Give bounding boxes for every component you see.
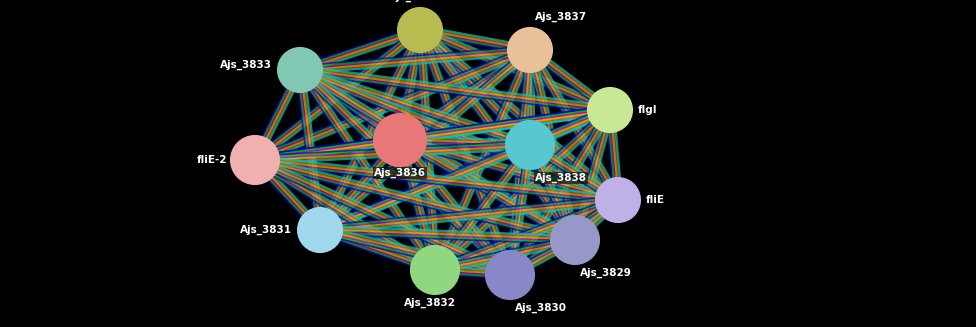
Text: fliE-2: fliE-2	[196, 155, 227, 165]
Text: Ajs_3837: Ajs_3837	[535, 12, 588, 22]
Circle shape	[588, 88, 632, 132]
Circle shape	[411, 246, 459, 294]
Text: Ajs_3836: Ajs_3836	[374, 168, 426, 178]
Circle shape	[508, 28, 552, 72]
Text: Ajs_3838: Ajs_3838	[535, 173, 587, 183]
Circle shape	[551, 216, 599, 264]
Circle shape	[398, 8, 442, 52]
Text: Ajs_3829: Ajs_3829	[580, 268, 631, 278]
Circle shape	[298, 208, 342, 252]
Circle shape	[374, 114, 426, 166]
Circle shape	[506, 121, 554, 169]
Circle shape	[486, 251, 534, 299]
Circle shape	[231, 136, 279, 184]
Text: fliE: fliE	[646, 195, 665, 205]
Text: Ajs_3830: Ajs_3830	[515, 303, 567, 313]
Text: Ajs_3833: Ajs_3833	[220, 60, 272, 70]
Circle shape	[596, 178, 640, 222]
Text: flgI: flgI	[638, 105, 658, 115]
Text: Ajs_3832: Ajs_3832	[404, 298, 456, 308]
Circle shape	[278, 48, 322, 92]
Text: Ajs_3831: Ajs_3831	[240, 225, 292, 235]
Text: Ajs_3826: Ajs_3826	[389, 0, 441, 2]
